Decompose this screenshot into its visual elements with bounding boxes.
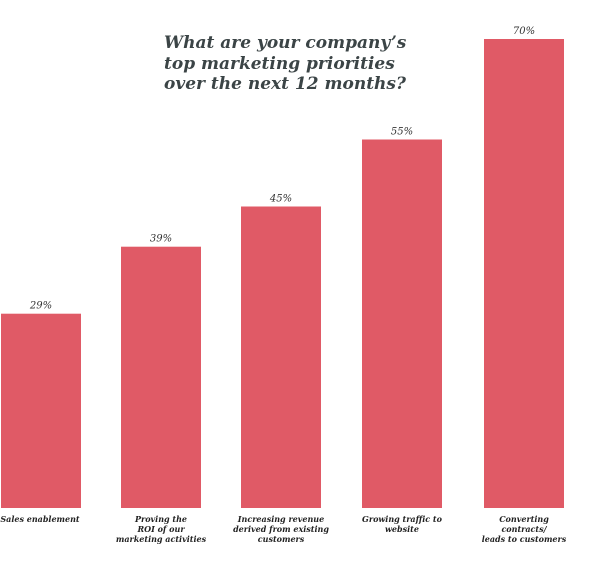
value-label-growing-traffic: 55% — [391, 127, 413, 138]
bar-converting-contracts — [484, 39, 564, 508]
bars-group — [1, 39, 564, 508]
bar-proving-roi — [121, 246, 201, 508]
category-label-proving-roi: Proving the ROI of our marketing activit… — [115, 514, 207, 544]
bar-growing-traffic — [362, 139, 442, 508]
value-label-sales-enablement: 29% — [29, 301, 52, 312]
category-label-sales-enablement: Sales enablement — [0, 514, 80, 524]
value-label-proving-roi: 39% — [150, 234, 172, 245]
value-label-converting-contracts: 70% — [513, 26, 535, 37]
value-label-increasing-revenue: 45% — [269, 194, 292, 205]
bar-increasing-revenue — [241, 206, 321, 508]
bar-sales-enablement — [1, 313, 81, 508]
chart-title: What are your company’s top marketing pr… — [164, 33, 407, 94]
category-label-converting-contracts: Converting contracts/ leads to customers — [481, 514, 567, 544]
value-labels-group: 29% 39% 45% 55% 70% — [29, 26, 535, 312]
category-label-growing-traffic: Growing traffic to website — [362, 514, 442, 534]
category-label-increasing-revenue: Increasing revenue derived from existing… — [233, 514, 329, 544]
